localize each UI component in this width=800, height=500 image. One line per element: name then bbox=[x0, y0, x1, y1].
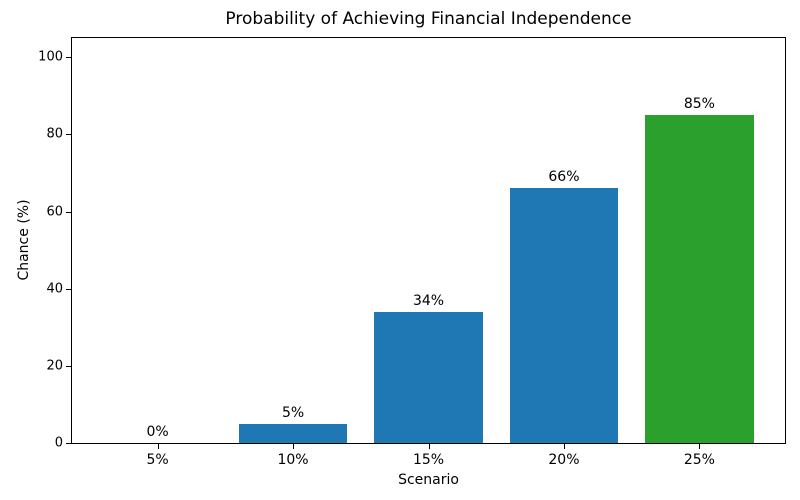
x-tick-mark bbox=[563, 444, 565, 449]
y-tick-mark bbox=[66, 57, 71, 59]
bar-value-label: 85% bbox=[683, 96, 715, 113]
bar-value-label: 5% bbox=[281, 404, 305, 421]
y-tick-label: 100 bbox=[38, 49, 63, 65]
bar-10% bbox=[238, 423, 348, 443]
bar-15% bbox=[374, 311, 483, 443]
bar-25% bbox=[645, 115, 754, 443]
x-tick-label: 15% bbox=[412, 452, 445, 468]
y-tick-mark bbox=[66, 134, 71, 136]
x-axis-label: Scenario bbox=[398, 472, 459, 488]
y-tick-mark bbox=[66, 443, 71, 444]
y-tick-label: 20 bbox=[46, 358, 63, 374]
x-tick-mark bbox=[428, 444, 430, 449]
x-tick-mark bbox=[293, 444, 295, 449]
y-tick-mark bbox=[66, 211, 71, 213]
x-tick-mark bbox=[157, 444, 159, 449]
y-tick-mark bbox=[66, 288, 71, 290]
y-tick-label: 80 bbox=[46, 126, 63, 142]
x-tick-label: 25% bbox=[683, 452, 715, 468]
x-tick-label: 5% bbox=[146, 452, 169, 468]
bar-value-label: 34% bbox=[412, 292, 445, 309]
chart-title: Probability of Achieving Financial Indep… bbox=[225, 9, 632, 29]
y-tick-label: 0 bbox=[54, 435, 63, 451]
y-tick-label: 40 bbox=[46, 281, 63, 297]
plot-area bbox=[71, 37, 786, 444]
x-tick-mark bbox=[699, 444, 701, 449]
y-tick-mark bbox=[66, 365, 71, 367]
bar-value-label: 66% bbox=[548, 169, 580, 186]
bar-20% bbox=[509, 188, 619, 443]
x-tick-label: 20% bbox=[548, 452, 580, 468]
bar-value-label: 0% bbox=[146, 424, 169, 440]
y-tick-label: 60 bbox=[46, 204, 63, 220]
x-tick-label: 10% bbox=[277, 452, 309, 468]
